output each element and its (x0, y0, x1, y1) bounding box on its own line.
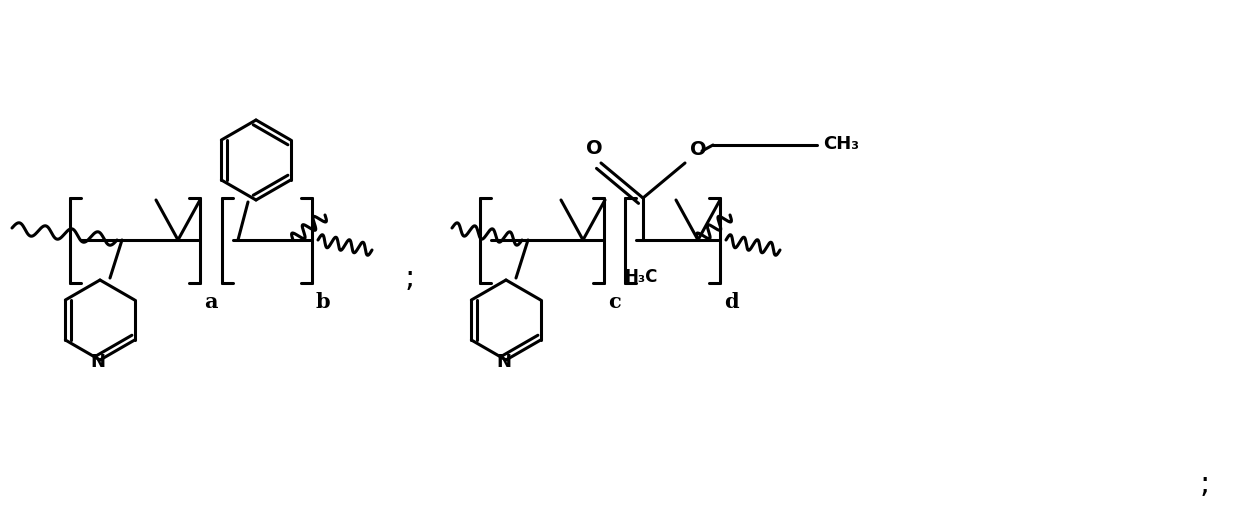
Text: N: N (496, 353, 512, 371)
Text: b: b (316, 292, 331, 312)
Text: c: c (608, 292, 621, 312)
Text: H₃C: H₃C (624, 268, 657, 286)
Text: O: O (689, 140, 707, 159)
Text: ;: ; (1200, 470, 1210, 499)
Text: d: d (724, 292, 739, 312)
Text: O: O (585, 139, 603, 158)
Text: N: N (91, 353, 105, 371)
Text: ;: ; (405, 263, 415, 291)
Text: CH₃: CH₃ (823, 135, 859, 153)
Text: a: a (205, 292, 217, 312)
